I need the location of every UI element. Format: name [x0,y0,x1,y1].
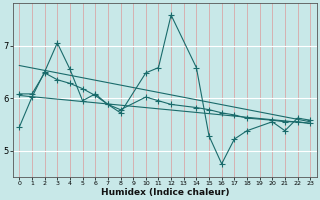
X-axis label: Humidex (Indice chaleur): Humidex (Indice chaleur) [100,188,229,197]
